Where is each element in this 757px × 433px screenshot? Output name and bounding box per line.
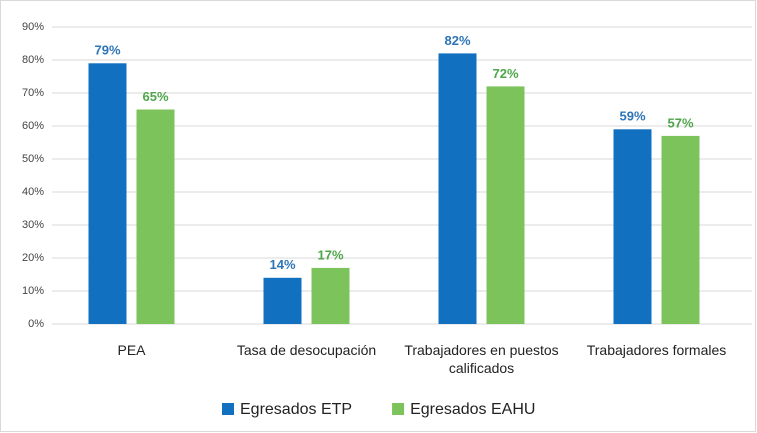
data-label: 65% <box>142 89 168 104</box>
bar <box>136 109 175 324</box>
legend-swatch <box>222 403 234 415</box>
y-tick-label: 70% <box>22 87 44 99</box>
y-tick-label: 40% <box>22 186 44 198</box>
y-tick-label: 30% <box>22 219 44 231</box>
y-tick-label: 50% <box>22 153 44 165</box>
data-label: 14% <box>269 257 295 272</box>
x-tick-label: Tasa de desocupación <box>236 342 377 358</box>
x-tick-label: Trabajadores en puestos calificados <box>404 342 559 376</box>
y-tick-label: 80% <box>22 54 44 66</box>
legend-label: Egresados ETP <box>240 401 352 418</box>
legend-label: Egresados EAHU <box>410 401 535 418</box>
data-label: 57% <box>667 115 693 130</box>
bar <box>88 63 127 325</box>
bar <box>438 53 477 325</box>
data-label: 82% <box>444 33 470 48</box>
x-tick-label: Trabajadores formales <box>586 342 727 358</box>
bar <box>486 86 525 325</box>
legend-swatch <box>392 403 405 415</box>
data-label: 59% <box>619 109 645 124</box>
y-tick-label: 10% <box>22 285 44 297</box>
bar <box>613 129 652 324</box>
y-tick-label: 60% <box>22 120 44 132</box>
data-label: 17% <box>317 247 343 262</box>
bar <box>263 277 302 324</box>
data-label: 79% <box>94 43 120 58</box>
data-label: 72% <box>492 66 518 81</box>
y-tick-label: 90% <box>22 21 44 33</box>
y-tick-label: 20% <box>22 252 44 264</box>
bar <box>311 267 350 324</box>
x-tick-label: PEA <box>117 342 146 358</box>
y-tick-label: 0% <box>28 318 44 330</box>
bar <box>661 135 700 324</box>
